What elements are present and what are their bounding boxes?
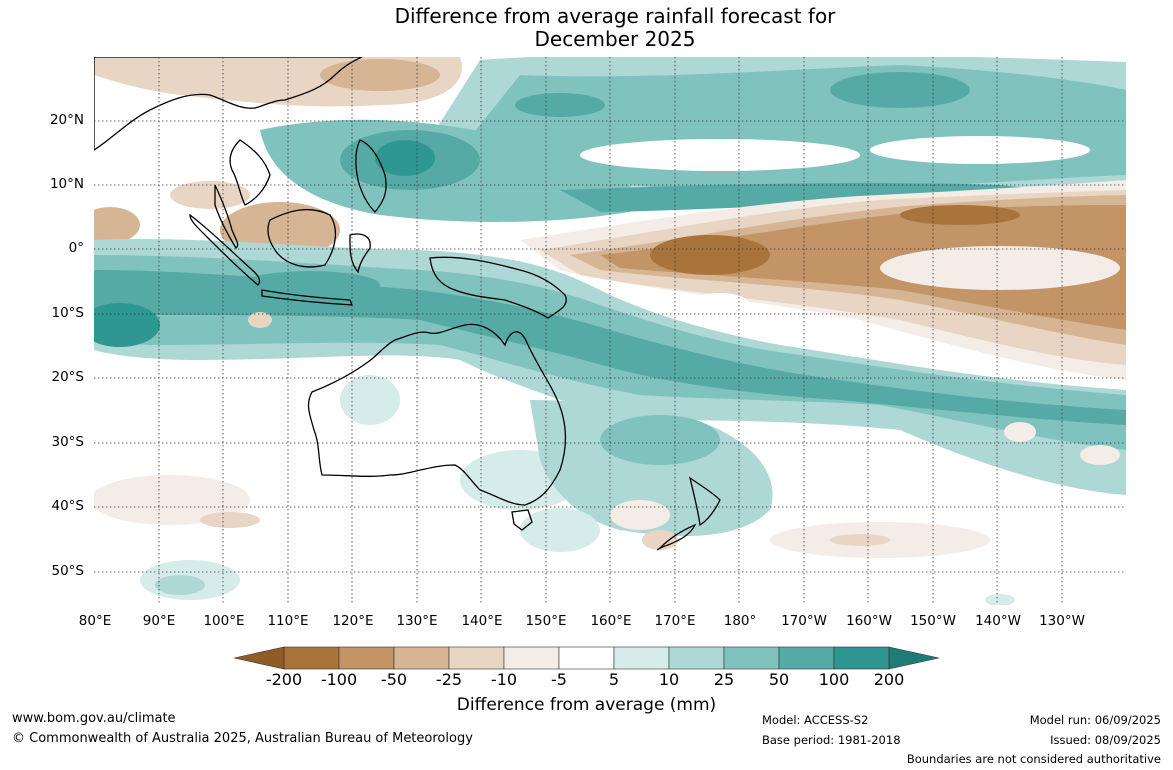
copyright-text: © Commonwealth of Australia 2025, Austra… bbox=[12, 731, 473, 746]
dry-region-southeast-asia bbox=[94, 57, 462, 258]
colorbar-segment bbox=[833, 646, 890, 670]
lat-label-30s: 30°S bbox=[51, 434, 85, 450]
wet-region-philippines bbox=[260, 119, 1050, 222]
tasmania-coastline bbox=[511, 509, 533, 531]
wet-region-tasman bbox=[520, 400, 773, 552]
lat-label-20s: 20°S bbox=[51, 369, 85, 385]
asia-mainland-coastline bbox=[94, 57, 363, 151]
lat-label-0: 0° bbox=[68, 240, 84, 256]
philippines-coastline bbox=[355, 139, 387, 213]
colorbar-segment bbox=[778, 646, 835, 670]
colorbar-tick-label: -200 bbox=[265, 670, 303, 689]
issued-date: Issued: 08/09/2025 bbox=[1050, 733, 1161, 747]
colorbar-segment bbox=[613, 646, 670, 670]
colorbar-tick-label: 10 bbox=[658, 670, 680, 689]
sumatra-coastline bbox=[189, 213, 261, 286]
lon-label-90e: 90°E bbox=[142, 613, 176, 629]
lon-label-140e: 140°E bbox=[461, 613, 503, 629]
colorbar-segment bbox=[338, 646, 395, 670]
lon-label-150w: 150°W bbox=[910, 613, 956, 629]
colorbar-label: Difference from average (mm) bbox=[456, 695, 717, 715]
colorbar-tick-label: 200 bbox=[873, 670, 905, 689]
lon-label-150e: 150°E bbox=[525, 613, 567, 629]
map-title-line-1: Difference from average rainfall forecas… bbox=[394, 4, 836, 28]
borneo-coastline bbox=[267, 208, 337, 268]
australia-coastline bbox=[307, 323, 567, 506]
neutral-australia bbox=[320, 375, 580, 510]
website-link[interactable]: www.bom.gov.au/climate bbox=[12, 711, 176, 726]
colorbar-tick-label: -10 bbox=[490, 670, 518, 689]
colorbar-segment bbox=[393, 646, 450, 670]
colorbar-segment bbox=[558, 646, 615, 670]
colorbar-segment bbox=[668, 646, 725, 670]
lon-label-170w: 170°W bbox=[781, 613, 827, 629]
colorbar-tick-label: 5 bbox=[608, 670, 620, 689]
graticule bbox=[94, 57, 1126, 605]
lon-label-80e: 80°E bbox=[78, 613, 112, 629]
lon-label-100e: 100°E bbox=[203, 613, 245, 629]
colorbar-segment bbox=[283, 646, 340, 670]
wet-band-north-pacific bbox=[410, 57, 1126, 205]
lat-label-20n: 20°N bbox=[49, 112, 84, 128]
coastlines bbox=[94, 57, 721, 551]
lon-label-160e: 160°E bbox=[590, 613, 632, 629]
wet-region-southern-ocean bbox=[140, 293, 1015, 605]
lon-label-120e: 120°E bbox=[332, 613, 374, 629]
colorbar-tick-label: 25 bbox=[713, 670, 735, 689]
colorbar-segment bbox=[448, 646, 505, 670]
boundaries-disclaimer: Boundaries are not considered authoritat… bbox=[906, 752, 1161, 766]
new-zealand-north-coastline bbox=[688, 476, 721, 527]
base-period: Base period: 1981-2018 bbox=[762, 733, 901, 747]
lat-label-10n: 10°N bbox=[49, 176, 84, 192]
new-guinea-coastline bbox=[429, 256, 567, 319]
model-run-date: Model run: 06/09/2025 bbox=[1029, 713, 1161, 727]
colorbar-tick-label: 50 bbox=[768, 670, 790, 689]
lat-label-40s: 40°S bbox=[51, 498, 85, 514]
colorbar-tick-label: 100 bbox=[818, 670, 850, 689]
colorbar-tick-label: -5 bbox=[551, 670, 567, 689]
dry-band-equatorial-pacific bbox=[520, 180, 1126, 380]
new-zealand-south-coastline bbox=[657, 523, 697, 551]
lon-label-180: 180° bbox=[723, 613, 757, 629]
colorbar-tick-label: -25 bbox=[435, 670, 463, 689]
lat-label-10s: 10°S bbox=[51, 305, 85, 321]
lat-label-50s: 50°S bbox=[51, 563, 85, 579]
model-name: Model: ACCESS-S2 bbox=[762, 713, 869, 727]
map-title-line-2: December 2025 bbox=[534, 27, 696, 51]
lon-label-160w: 160°W bbox=[846, 613, 892, 629]
colorbar-tick-label: -50 bbox=[380, 670, 408, 689]
malay-peninsula-coastline bbox=[214, 184, 239, 249]
colorbar-tick-label: -100 bbox=[320, 670, 358, 689]
sulawesi-coastline bbox=[349, 233, 371, 274]
lon-label-130w: 130°W bbox=[1039, 613, 1085, 629]
lon-label-170e: 170°E bbox=[654, 613, 696, 629]
indochina-coastline bbox=[229, 139, 271, 206]
colorbar-extend-high bbox=[888, 646, 940, 670]
lon-label-110e: 110°E bbox=[267, 613, 309, 629]
colorbar-extend-low bbox=[233, 646, 285, 670]
dry-region-southern-ocean bbox=[94, 312, 1120, 558]
colorbar-segment bbox=[503, 646, 560, 670]
colorbar-segment bbox=[723, 646, 780, 670]
lon-label-140w: 140°W bbox=[975, 613, 1021, 629]
lon-label-130e: 130°E bbox=[396, 613, 438, 629]
